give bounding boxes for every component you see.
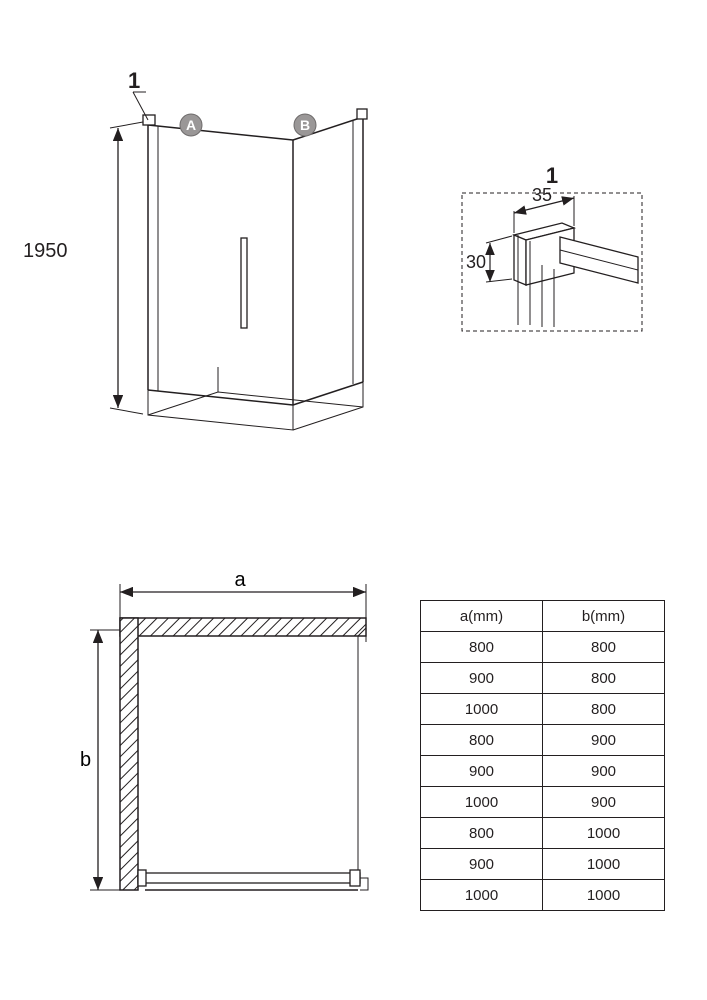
iso-height-label: 1950 <box>23 240 68 263</box>
dimension-table: a(mm) b(mm) 800800 900800 1000800 800900… <box>420 600 665 920</box>
table-row: 1000800 <box>421 694 665 725</box>
svg-text:B: B <box>300 117 310 133</box>
plan-view: a b <box>80 570 380 940</box>
plan-label-b: b <box>80 749 91 771</box>
dim-table: a(mm) b(mm) 800800 900800 1000800 800900… <box>420 600 665 911</box>
plan-label-a: a <box>234 570 246 591</box>
col-a: a(mm) <box>421 601 543 632</box>
iso-callout-1: 1 <box>128 70 140 93</box>
badge-b: B <box>294 114 316 136</box>
table-row: 1000900 <box>421 787 665 818</box>
detail-1: 1 35 30 <box>460 165 645 335</box>
table-row: 9001000 <box>421 849 665 880</box>
detail-dim-w: 35 <box>532 185 552 205</box>
detail-svg: 1 35 30 <box>460 165 645 335</box>
svg-text:A: A <box>186 117 196 133</box>
table-row: 900900 <box>421 756 665 787</box>
wall-left <box>120 618 138 890</box>
iso-svg: 1 A B <box>88 70 378 480</box>
table-row: 800900 <box>421 725 665 756</box>
plan-svg: a b <box>80 570 380 940</box>
table-row: 10001000 <box>421 880 665 911</box>
col-b: b(mm) <box>543 601 665 632</box>
detail-dim-h: 30 <box>466 252 486 272</box>
table-row: 800800 <box>421 632 665 663</box>
isometric-view: 1 A B 1950 <box>88 70 378 480</box>
table-row: 8001000 <box>421 818 665 849</box>
table-row: 900800 <box>421 663 665 694</box>
wall-top <box>120 618 366 636</box>
badge-a: A <box>180 114 202 136</box>
